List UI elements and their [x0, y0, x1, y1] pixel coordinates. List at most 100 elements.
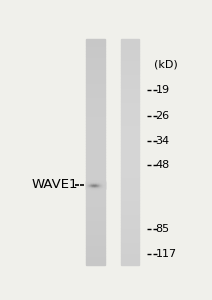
- Bar: [121, 169, 139, 172]
- Bar: [121, 110, 139, 113]
- Bar: [121, 155, 139, 158]
- Bar: [86, 65, 105, 68]
- Bar: [121, 242, 139, 245]
- Bar: [86, 99, 105, 101]
- Bar: [121, 138, 139, 141]
- Bar: [86, 79, 105, 82]
- Bar: [121, 262, 139, 265]
- Bar: [86, 254, 105, 256]
- Bar: [121, 45, 139, 48]
- Bar: [121, 124, 139, 127]
- Text: 26: 26: [155, 111, 170, 121]
- Bar: [121, 186, 139, 189]
- Bar: [86, 228, 105, 231]
- Bar: [86, 225, 105, 228]
- Bar: [86, 177, 105, 180]
- Bar: [86, 183, 105, 186]
- Bar: [86, 158, 105, 160]
- Bar: [121, 56, 139, 59]
- Bar: [121, 96, 139, 99]
- Bar: [121, 236, 139, 239]
- Bar: [86, 127, 105, 130]
- Bar: [86, 118, 105, 121]
- Bar: [121, 149, 139, 152]
- Bar: [121, 160, 139, 163]
- Bar: [121, 250, 139, 254]
- Bar: [121, 79, 139, 82]
- Bar: [121, 175, 139, 177]
- Bar: [86, 56, 105, 59]
- Bar: [121, 228, 139, 231]
- Bar: [86, 45, 105, 48]
- Bar: [121, 163, 139, 166]
- Bar: [121, 223, 139, 225]
- Bar: [86, 194, 105, 197]
- Bar: [121, 121, 139, 124]
- Bar: [121, 90, 139, 93]
- Bar: [121, 118, 139, 121]
- Bar: [86, 53, 105, 56]
- Bar: [86, 116, 105, 118]
- Bar: [86, 245, 105, 248]
- Bar: [121, 40, 139, 42]
- Bar: [121, 51, 139, 53]
- Bar: [86, 160, 105, 163]
- Bar: [86, 93, 105, 96]
- Bar: [86, 73, 105, 76]
- Bar: [121, 146, 139, 149]
- Bar: [121, 113, 139, 116]
- Bar: [86, 76, 105, 79]
- Bar: [86, 220, 105, 223]
- Bar: [121, 211, 139, 214]
- Bar: [86, 175, 105, 177]
- Bar: [121, 107, 139, 110]
- Bar: [121, 144, 139, 146]
- Text: 34: 34: [155, 136, 170, 146]
- Bar: [86, 96, 105, 99]
- Bar: [86, 203, 105, 206]
- Bar: [121, 93, 139, 96]
- Bar: [86, 130, 105, 132]
- Bar: [121, 158, 139, 160]
- Bar: [86, 223, 105, 225]
- Bar: [86, 211, 105, 214]
- Bar: [121, 42, 139, 45]
- Bar: [86, 51, 105, 53]
- Bar: [86, 231, 105, 234]
- Bar: [86, 180, 105, 183]
- Bar: [86, 104, 105, 107]
- Bar: [121, 248, 139, 250]
- Bar: [86, 186, 105, 189]
- Bar: [121, 70, 139, 73]
- Bar: [86, 146, 105, 149]
- Bar: [121, 208, 139, 211]
- Bar: [86, 144, 105, 146]
- Bar: [86, 152, 105, 155]
- Bar: [86, 256, 105, 259]
- Bar: [121, 130, 139, 132]
- Bar: [121, 48, 139, 51]
- Bar: [121, 206, 139, 208]
- Bar: [86, 234, 105, 236]
- Bar: [121, 180, 139, 183]
- Bar: [86, 85, 105, 87]
- Bar: [121, 214, 139, 217]
- Bar: [121, 99, 139, 101]
- Bar: [86, 189, 105, 191]
- Bar: [86, 110, 105, 113]
- Bar: [86, 70, 105, 73]
- Bar: [86, 124, 105, 127]
- Bar: [121, 116, 139, 118]
- Bar: [86, 214, 105, 217]
- Bar: [121, 194, 139, 197]
- Bar: [86, 59, 105, 62]
- Bar: [86, 217, 105, 220]
- Bar: [121, 231, 139, 234]
- Bar: [121, 245, 139, 248]
- Bar: [86, 141, 105, 144]
- Bar: [121, 65, 139, 68]
- Bar: [121, 62, 139, 65]
- Bar: [121, 259, 139, 262]
- Bar: [121, 85, 139, 87]
- Bar: [86, 121, 105, 124]
